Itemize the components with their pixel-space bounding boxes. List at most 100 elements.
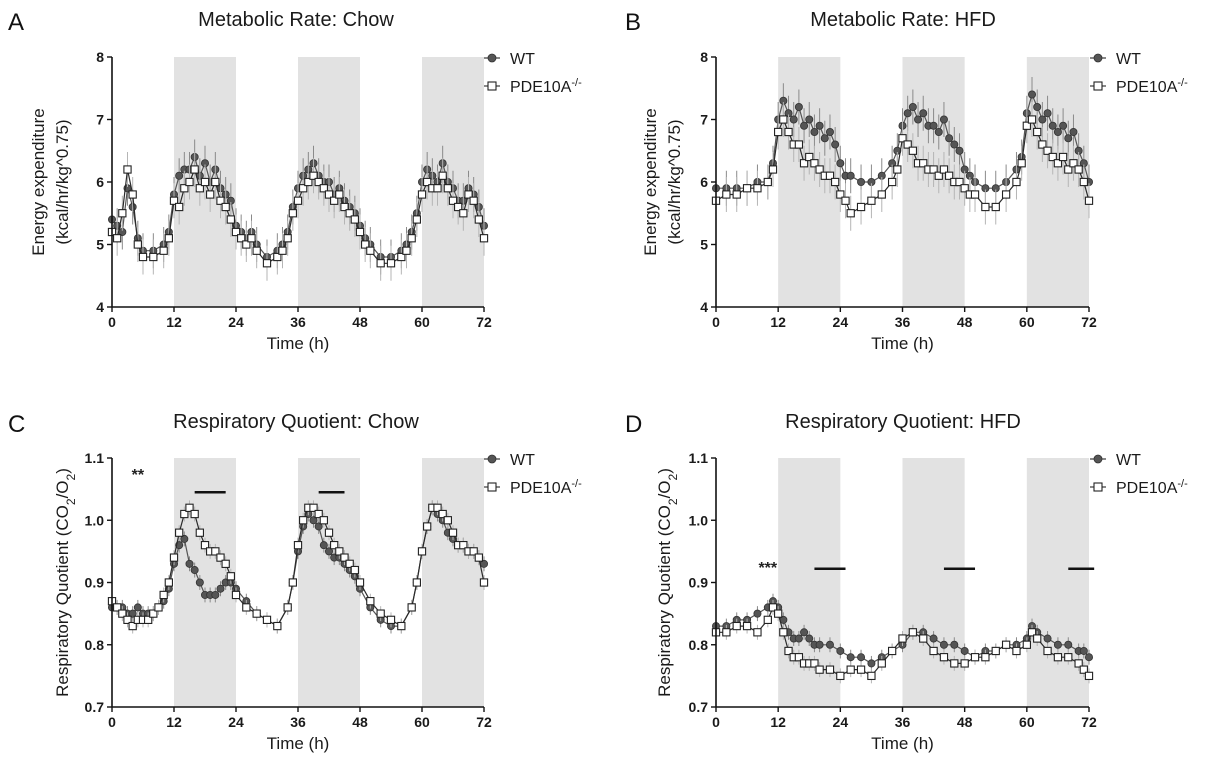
data-point — [800, 121, 809, 130]
data-point — [448, 196, 458, 205]
data-point — [350, 215, 359, 224]
x-tick-label: 72 — [476, 714, 492, 730]
x-tick-label: 12 — [770, 714, 786, 730]
data-point — [970, 653, 980, 662]
data-point — [991, 202, 1000, 212]
data-point — [908, 103, 917, 112]
x-tick-label: 48 — [957, 714, 973, 730]
x-tick-label: 72 — [1081, 714, 1097, 730]
data-point — [1043, 146, 1052, 155]
data-point — [914, 115, 923, 124]
data-point — [1064, 653, 1073, 662]
series-pde10a — [107, 500, 489, 634]
data-point — [742, 184, 752, 193]
data-point — [955, 146, 964, 155]
data-point — [763, 615, 772, 624]
y-axis-label-part: ) — [655, 468, 674, 474]
data-point — [417, 190, 427, 199]
data-point — [252, 609, 261, 618]
data-point — [981, 653, 990, 662]
data-point — [887, 646, 897, 656]
data-point — [412, 215, 421, 224]
data-point — [299, 516, 308, 525]
data-point — [836, 159, 845, 168]
subscript: 2 — [666, 498, 680, 505]
data-point — [841, 196, 850, 205]
data-point — [438, 171, 447, 180]
x-tick-label: 36 — [895, 314, 911, 330]
data-point — [810, 159, 819, 168]
data-point — [216, 553, 225, 562]
data-point — [1084, 671, 1094, 681]
data-point — [825, 171, 835, 180]
dark-phase-band — [902, 458, 965, 707]
data-point — [118, 609, 127, 618]
data-point — [794, 634, 803, 643]
data-point — [1048, 152, 1057, 162]
data-point — [1012, 646, 1021, 656]
data-point — [939, 653, 949, 662]
data-point — [175, 528, 184, 537]
data-point — [1038, 140, 1047, 149]
legend-label: PDE10A-/- — [510, 478, 582, 497]
legend-label: PDE10A-/- — [1116, 478, 1188, 497]
data-point — [355, 578, 365, 587]
data-point — [376, 259, 385, 268]
data-point — [190, 566, 199, 575]
data-point — [340, 553, 349, 562]
data-point — [169, 196, 179, 205]
data-point — [211, 177, 220, 187]
data-point — [309, 171, 318, 180]
data-point — [185, 503, 194, 512]
panel-letter: D — [625, 411, 642, 438]
data-point — [288, 209, 297, 218]
panel-letter: A — [8, 9, 24, 36]
panel-title: Respiratory Quotient: HFD — [785, 411, 1021, 433]
panel-title: Metabolic Rate: HFD — [810, 9, 996, 31]
x-tick-label: 0 — [712, 714, 720, 730]
data-point — [278, 246, 287, 255]
data-point — [407, 603, 416, 612]
data-point — [314, 509, 323, 519]
data-point — [1053, 653, 1063, 662]
data-point — [903, 109, 912, 118]
data-point — [991, 646, 1000, 656]
data-point — [929, 121, 938, 130]
data-point — [231, 227, 241, 237]
data-point — [934, 127, 943, 136]
data-point — [273, 252, 282, 262]
x-tick-label: 60 — [1019, 314, 1035, 330]
legend: WT PDE10A-/- — [1090, 452, 1188, 497]
x-tick-label: 48 — [352, 714, 368, 730]
data-point — [722, 190, 731, 199]
data-point — [330, 540, 339, 550]
y-axis-label: Respiratory Quotient (CO2/O2) — [655, 468, 680, 697]
legend-label: WT — [510, 51, 535, 68]
data-point — [950, 640, 959, 649]
data-point — [898, 134, 907, 143]
legend-label-superscript: -/- — [1177, 77, 1188, 89]
data-point — [309, 516, 318, 525]
legend-marker-wt — [487, 454, 497, 464]
data-point — [479, 578, 489, 587]
data-point — [113, 234, 122, 243]
panel-title: Respiratory Quotient: Chow — [173, 411, 419, 433]
data-point — [815, 165, 824, 174]
y-axis-label-line: (kcal/hr/kg^0.75) — [53, 119, 72, 244]
panel-a: A Metabolic Rate: Chow 4 5 6 7 8 0 12 24 36 48 60 72 T… — [8, 9, 582, 353]
data-point — [934, 171, 943, 180]
y-tick-label: 0.7 — [85, 699, 105, 715]
data-point — [1048, 121, 1057, 130]
data-point — [314, 177, 323, 187]
data-point — [753, 184, 762, 193]
data-point — [273, 621, 282, 631]
data-point — [784, 646, 793, 656]
data-point — [262, 615, 272, 624]
data-point — [144, 615, 153, 624]
legend-label-text: WT — [510, 51, 535, 68]
data-point — [133, 603, 142, 612]
data-point — [319, 184, 328, 193]
y-tick-label: 1.0 — [85, 512, 105, 528]
legend-label-superscript: -/- — [1177, 478, 1188, 490]
data-point — [211, 590, 220, 599]
